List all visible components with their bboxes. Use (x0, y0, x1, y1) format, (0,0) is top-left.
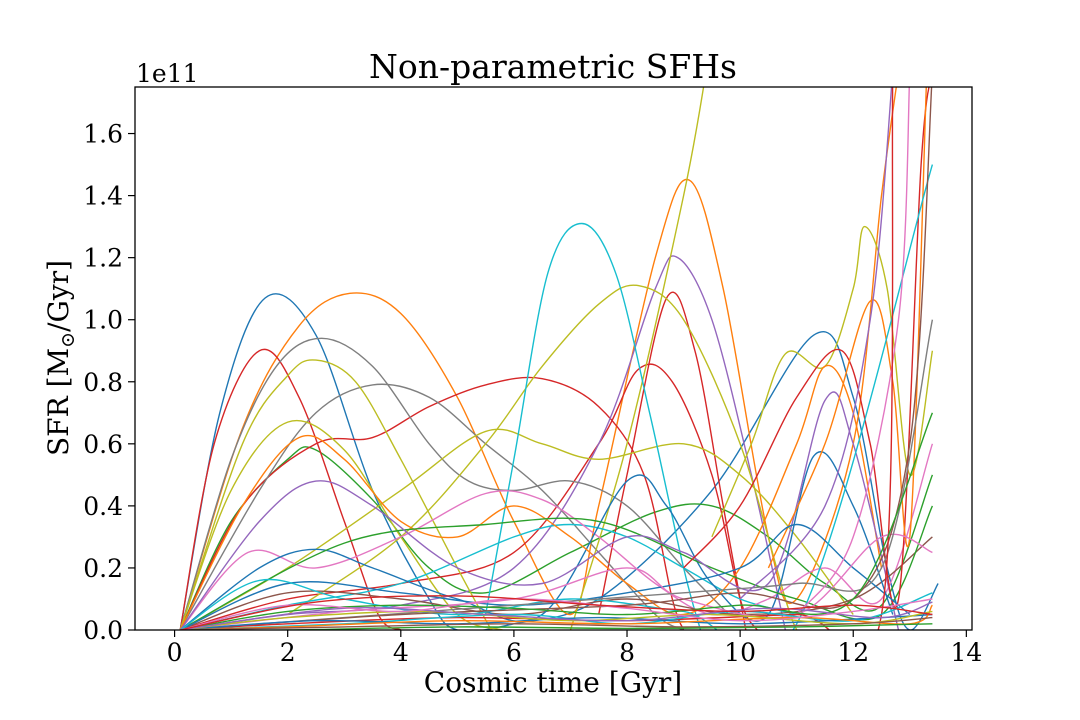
sfh-series-line-40 (180, 616, 933, 630)
y-axis-label: SFR [M⊙/Gyr] (42, 260, 79, 456)
x-tick-label: 6 (506, 638, 522, 667)
y-tick-label: 1.4 (83, 182, 123, 211)
sfh-series-line-15 (569, 87, 705, 630)
y-tick-label: 0.8 (83, 368, 123, 397)
x-tick-label: 4 (393, 638, 409, 667)
x-axis: 0 2 4 6 8 10 12 14 (167, 630, 982, 667)
x-tick-label: 0 (167, 638, 183, 667)
sfh-series-line-24 (179, 391, 900, 630)
sfh-series-line-19 (179, 443, 934, 630)
plot-frame (134, 86, 973, 631)
sfh-series-line-16 (711, 225, 934, 538)
sfh-series-line-33 (796, 87, 910, 615)
y-axis-label-suffix: /Gyr] (42, 260, 75, 332)
sfh-series-line-9 (179, 337, 730, 630)
y-tick-label: 0.4 (83, 492, 123, 521)
sfh-series-line-37 (180, 613, 933, 630)
sfh-series-line-31 (180, 87, 933, 630)
series-layer (179, 87, 939, 630)
chart-title: Non-parametric SFHs (369, 47, 737, 86)
sfh-series-line-14 (287, 284, 798, 630)
sfh-series-line-29 (180, 533, 933, 630)
sfh-series-line-42 (180, 601, 933, 630)
y-axis: 0.0 0.2 0.4 0.6 0.8 1.0 1.2 1.4 1.6 (83, 120, 135, 645)
y-tick-label: 1.0 (83, 306, 123, 335)
x-tick-label: 8 (619, 638, 635, 667)
y-tick-label: 0.6 (83, 430, 123, 459)
x-axis-label: Cosmic time [Gyr] (424, 666, 682, 699)
y-offset-label: 1e11 (136, 59, 199, 88)
sfh-series-line-10 (179, 383, 684, 630)
sfh-series-line-25 (683, 87, 930, 609)
y-tick-label: 0.0 (83, 616, 123, 645)
sfh-series-line-27 (179, 523, 911, 630)
y-tick-label: 1.2 (83, 244, 123, 273)
sfh-series-line-13 (179, 428, 854, 630)
sfh-series-line-34 (180, 87, 894, 630)
sfh-series-line-5 (179, 376, 685, 630)
sfh-series-line-35 (180, 412, 934, 630)
sfh-series-line-44 (180, 595, 933, 630)
x-tick-label: 14 (950, 638, 982, 667)
y-tick-label: 0.2 (83, 554, 123, 583)
sfh-series-line-21 (179, 451, 894, 630)
sfh-series-line-20 (179, 536, 933, 630)
sfh-series-line-22 (179, 364, 883, 630)
x-tick-label: 2 (280, 638, 296, 667)
sfh-series-line-32 (739, 87, 893, 600)
sfh-series-line-2 (179, 87, 898, 630)
x-tick-label: 12 (837, 638, 869, 667)
y-tick-label: 1.6 (83, 120, 123, 149)
sfh-series-line-41 (180, 623, 933, 630)
sfh-series-line-3 (179, 446, 934, 630)
sfh-series-line-11 (179, 359, 492, 630)
sfh-series-line-28 (179, 164, 934, 630)
y-axis-label-prefix: SFR [M (42, 348, 75, 456)
sfh-series-line-38 (180, 604, 933, 630)
sfh-series-line-7 (598, 291, 747, 630)
sfh-series-line-17 (484, 222, 702, 630)
x-tick-label: 10 (724, 638, 756, 667)
sfh-series-line-12 (179, 419, 503, 630)
y-axis-label-sun-symbol: ⊙ (57, 332, 79, 348)
